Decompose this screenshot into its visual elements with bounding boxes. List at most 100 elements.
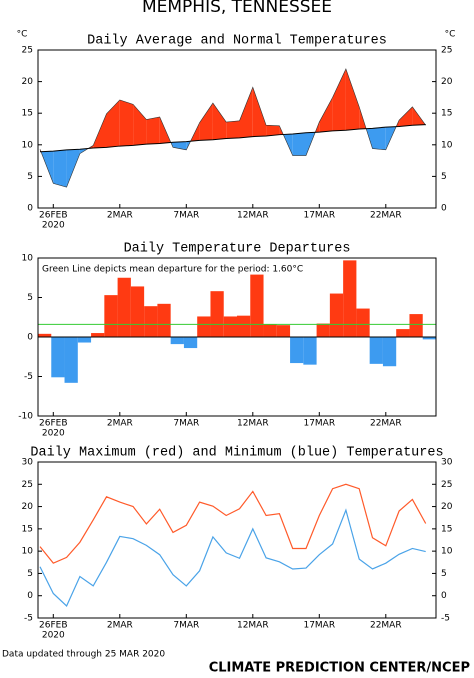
x-tick-label: 12MAR <box>237 419 269 429</box>
x-tick-label: 7MAR <box>173 419 199 429</box>
departure-area <box>199 103 213 141</box>
chart-title: Daily Maximum (red) and Minimum (blue) T… <box>30 446 443 461</box>
bar <box>237 315 251 337</box>
bar <box>104 295 118 337</box>
departure-area <box>332 68 346 131</box>
x-tick-label: 26FEB <box>39 621 68 631</box>
y2-tick-label: 0 <box>441 204 447 214</box>
y2-tick-label: 25 <box>441 480 452 490</box>
bar <box>422 337 436 340</box>
chart-title: Daily Average and Normal Temperatures <box>87 34 387 49</box>
bar <box>144 306 158 337</box>
bar <box>369 337 383 364</box>
departure-area <box>226 120 240 139</box>
page-title: MEMPHIS, TENNESSEE <box>142 0 332 17</box>
y2-tick-label: 10 <box>441 140 453 150</box>
y2-tick-label: 15 <box>441 524 452 534</box>
y-tick-label: 0 <box>27 204 33 214</box>
y-tick-label: -5 <box>24 372 33 382</box>
departure-area <box>319 97 333 133</box>
y2-tick-label: 20 <box>441 77 453 87</box>
bar <box>290 337 304 364</box>
y-tick-label: 15 <box>22 109 33 119</box>
plot-frame <box>37 257 437 417</box>
bar <box>316 323 330 337</box>
x-sublabel: 2020 <box>42 221 65 231</box>
chart-title: Daily Temperature Departures <box>124 242 351 257</box>
y-tick-label: 15 <box>22 524 33 534</box>
bar <box>130 286 145 337</box>
bar <box>183 337 198 349</box>
y-tick-label: 30 <box>22 458 34 468</box>
x-sublabel: 2020 <box>42 429 65 439</box>
departure-area <box>372 127 386 150</box>
y-tick-label: 25 <box>22 480 33 490</box>
bar <box>382 337 397 367</box>
annotation: Green Line depicts mean departure for th… <box>42 265 303 275</box>
y-tick-label: 10 <box>22 140 34 150</box>
bar <box>396 329 410 337</box>
bar <box>64 337 78 383</box>
x-tick-label: 7MAR <box>173 211 199 221</box>
average-line <box>39 68 426 188</box>
y-axis-label: °C <box>17 30 28 40</box>
bar <box>91 333 105 337</box>
y2-tick-label: 15 <box>441 109 452 119</box>
x-tick-label: 17MAR <box>303 621 335 631</box>
x-sublabel: 2020 <box>42 631 65 641</box>
x-tick-label: 12MAR <box>237 621 269 631</box>
departure-area <box>266 125 280 136</box>
bar <box>263 324 277 337</box>
y2-tick-label: -5 <box>441 614 450 624</box>
departure-area <box>212 103 227 140</box>
bar <box>77 337 92 343</box>
bar <box>210 291 224 337</box>
y2-tick-label: 5 <box>441 172 447 182</box>
y2-tick-label: 25 <box>441 46 452 56</box>
bar <box>356 308 370 337</box>
departure-area <box>146 116 160 145</box>
y2-tick-label: 5 <box>441 569 447 579</box>
x-tick-label: 7MAR <box>173 621 199 631</box>
bar <box>409 314 423 337</box>
bar <box>276 325 291 337</box>
bar <box>197 316 211 337</box>
departure-area <box>252 87 267 137</box>
y-tick-label: 20 <box>22 77 34 87</box>
y-tick-label: -5 <box>24 614 33 624</box>
y2-tick-label: 20 <box>441 502 453 512</box>
x-tick-label: 26FEB <box>39 211 68 221</box>
y-tick-label: 25 <box>22 46 33 56</box>
y-tick-label: 10 <box>22 547 34 557</box>
bar <box>51 337 65 378</box>
y-tick-label: 20 <box>22 502 34 512</box>
bar <box>303 337 317 365</box>
x-tick-label: 22MAR <box>370 419 402 429</box>
update-note: Data updated through 25 MAR 2020 <box>2 650 165 660</box>
departure-area <box>119 99 134 147</box>
x-tick-label: 22MAR <box>370 211 402 221</box>
bar <box>250 274 264 337</box>
y-tick-label: -10 <box>18 412 33 422</box>
y2-tick-label: 30 <box>441 458 453 468</box>
x-tick-label: 2MAR <box>107 419 133 429</box>
x-tick-label: 2MAR <box>107 211 133 221</box>
bar <box>329 293 344 337</box>
departure-area <box>345 68 360 131</box>
bar <box>38 333 52 337</box>
x-tick-label: 2MAR <box>107 621 133 631</box>
x-tick-label: 17MAR <box>303 419 335 429</box>
bar <box>170 337 184 345</box>
series-line <box>39 483 427 564</box>
y-tick-label: 10 <box>22 254 34 264</box>
y-tick-label: 5 <box>27 293 33 303</box>
departure-area <box>53 149 67 188</box>
bar <box>343 260 357 337</box>
departure-area <box>399 106 413 127</box>
departure-area <box>133 104 147 146</box>
departure-area <box>106 99 120 148</box>
x-tick-label: 17MAR <box>303 211 335 221</box>
plot-frame <box>37 461 437 619</box>
